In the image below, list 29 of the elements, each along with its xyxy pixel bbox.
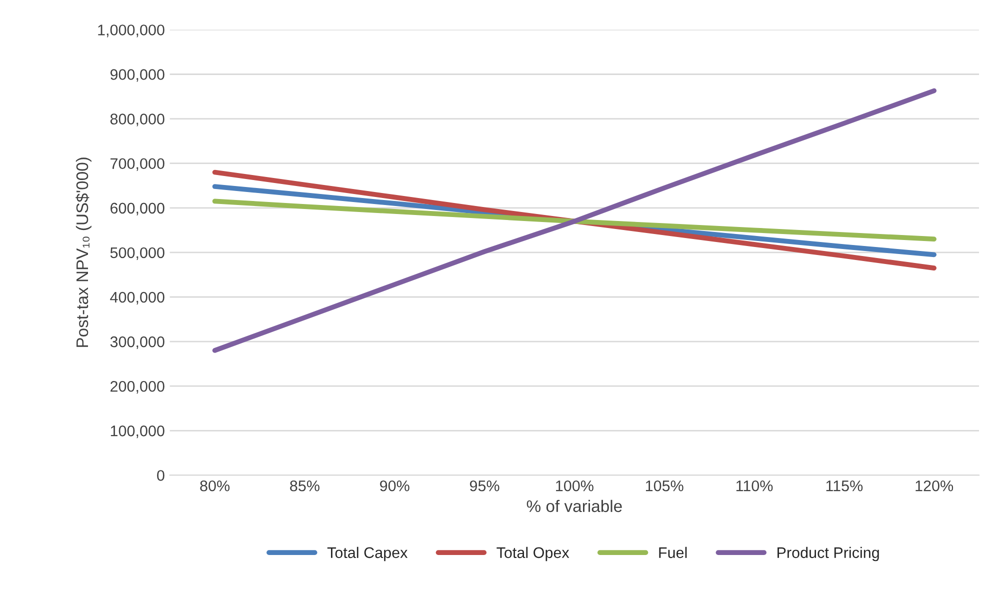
y-tick-label: 900,000 — [110, 69, 164, 82]
x-tick-label: 95% — [470, 480, 500, 492]
legend-label: Total Capex — [327, 546, 408, 562]
y-tick-label: 1,000,000 — [98, 24, 164, 38]
line-series — [212, 88, 936, 353]
x-tick-label: 105% — [646, 480, 684, 492]
y-tick-label: 100,000 — [110, 426, 164, 438]
line-series — [212, 198, 936, 242]
legend-label: Product Pricing — [778, 546, 879, 562]
legend-label: Total Opex — [496, 546, 570, 562]
x-tick-label: 115% — [826, 480, 863, 492]
x-tick-label: 110% — [736, 480, 773, 492]
y-tick-label: 300,000 — [110, 336, 164, 350]
x-tick-label: 85% — [290, 480, 320, 492]
x-tick-label: 90% — [380, 480, 410, 492]
y-tick-label: 400,000 — [110, 292, 164, 304]
y-tick-label: 800,000 — [110, 114, 164, 126]
y-axis-title: Post-tax NPV₁₀ (US$'000) — [76, 158, 92, 347]
x-axis-title: % of variable — [526, 500, 622, 512]
x-tick-label: 100% — [556, 480, 594, 492]
legend-label: Fuel — [659, 546, 687, 558]
y-tick-label: 0 — [157, 470, 164, 481]
y-tick-label: 700,000 — [110, 158, 164, 171]
y-tick-label: 200,000 — [110, 380, 164, 394]
y-tick-label: 600,000 — [110, 202, 164, 216]
y-tick-label: 500,000 — [110, 247, 164, 260]
x-tick-label: 120% — [916, 480, 954, 492]
line-series — [212, 170, 936, 270]
x-tick-label: 80% — [200, 480, 230, 492]
